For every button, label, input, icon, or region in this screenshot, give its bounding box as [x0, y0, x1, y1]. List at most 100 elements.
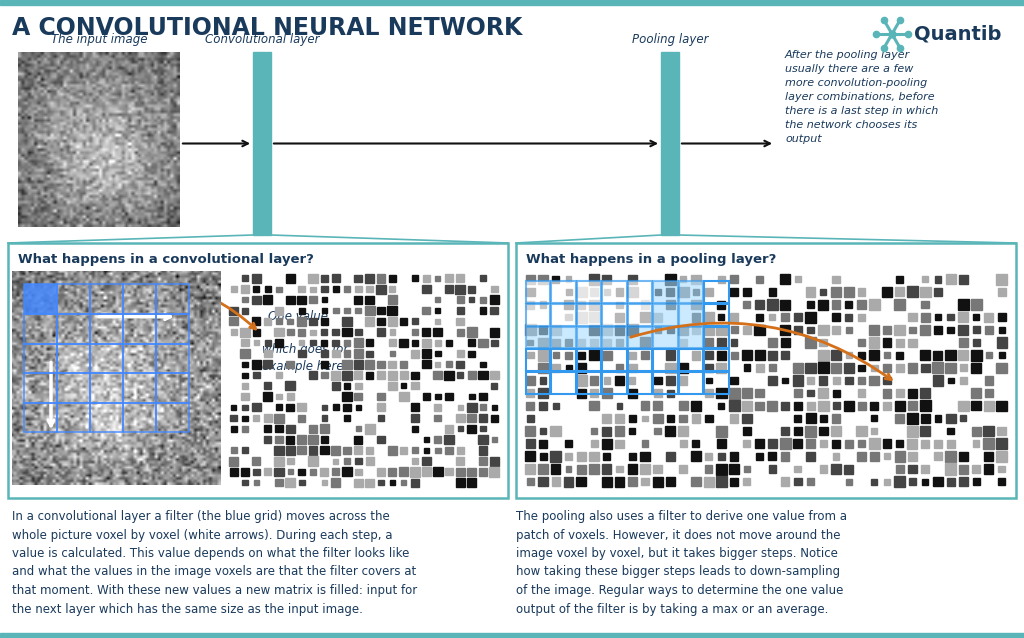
Bar	[678, 362, 688, 373]
Bar	[614, 313, 625, 322]
Bar	[274, 328, 284, 336]
Bar	[984, 452, 993, 461]
Bar	[90, 343, 123, 373]
Bar	[667, 390, 674, 397]
Bar	[563, 477, 573, 487]
Bar	[641, 351, 649, 359]
Bar	[308, 435, 317, 444]
Bar	[717, 338, 726, 347]
Bar	[869, 299, 880, 310]
Bar	[996, 401, 1007, 411]
Bar	[922, 276, 929, 283]
Bar	[388, 468, 396, 476]
Bar	[691, 274, 700, 284]
Bar	[985, 326, 993, 334]
Bar	[730, 414, 738, 422]
Bar	[780, 325, 790, 335]
Bar	[908, 452, 916, 461]
Bar	[274, 339, 284, 347]
Bar	[253, 469, 260, 475]
Bar	[831, 350, 841, 360]
Bar	[378, 415, 384, 421]
Bar	[526, 440, 535, 448]
Bar	[321, 318, 328, 325]
Bar	[457, 360, 464, 368]
Bar	[286, 296, 295, 304]
Bar	[274, 457, 284, 466]
Bar	[242, 383, 248, 389]
Bar	[526, 275, 535, 284]
Bar	[389, 286, 395, 292]
Bar	[779, 438, 791, 449]
Bar	[539, 274, 548, 284]
Bar	[333, 286, 339, 292]
Bar	[422, 329, 430, 336]
Bar	[883, 389, 892, 397]
Bar	[922, 465, 929, 473]
Bar	[412, 383, 419, 389]
Bar	[984, 376, 993, 385]
Bar	[354, 360, 362, 369]
Bar	[629, 378, 635, 383]
Bar	[818, 388, 828, 398]
Bar	[24, 314, 57, 343]
Bar	[857, 300, 866, 309]
Bar	[332, 468, 339, 475]
Bar	[806, 287, 815, 297]
Bar	[729, 464, 739, 474]
Bar	[945, 362, 956, 373]
Text: A CONVOLUTIONAL NEURAL NETWORK: A CONVOLUTIONAL NEURAL NETWORK	[12, 16, 522, 40]
Bar	[565, 466, 571, 472]
Bar	[614, 325, 625, 335]
Bar	[653, 304, 678, 325]
Bar	[445, 468, 453, 475]
Bar	[589, 325, 599, 335]
Bar	[998, 352, 1005, 358]
Bar	[743, 440, 751, 447]
Bar	[946, 440, 954, 448]
Bar	[691, 477, 700, 486]
Bar	[123, 403, 156, 433]
Bar	[666, 426, 676, 436]
Bar	[540, 377, 546, 383]
Bar	[411, 414, 420, 422]
Bar	[768, 439, 777, 449]
Bar	[831, 287, 841, 297]
Bar	[275, 479, 283, 486]
Bar	[591, 428, 597, 434]
Bar	[0, 633, 1024, 638]
Bar	[998, 466, 1005, 472]
Bar	[705, 465, 713, 473]
Bar	[540, 453, 547, 460]
Bar	[540, 326, 547, 334]
Bar	[123, 314, 156, 343]
Bar	[628, 464, 637, 474]
Bar	[807, 377, 814, 384]
Bar	[389, 351, 395, 356]
Bar	[958, 464, 968, 473]
Bar	[241, 327, 250, 337]
Bar	[457, 329, 464, 336]
Text: Quantib: Quantib	[914, 24, 1001, 43]
Bar	[355, 458, 361, 464]
Bar	[756, 389, 764, 397]
Bar	[615, 364, 624, 372]
Bar	[921, 325, 930, 335]
Bar	[331, 478, 340, 487]
Bar	[703, 477, 714, 487]
Bar	[286, 446, 295, 455]
Bar	[577, 464, 586, 473]
Bar	[833, 403, 840, 409]
Bar	[678, 286, 689, 297]
Bar	[525, 376, 535, 385]
Bar	[692, 440, 699, 447]
Bar	[156, 285, 189, 314]
Bar	[908, 313, 916, 322]
Bar	[678, 426, 688, 436]
Bar	[958, 275, 968, 284]
Bar	[882, 286, 892, 297]
Bar	[869, 452, 879, 461]
Bar	[907, 426, 918, 436]
Bar	[781, 452, 790, 461]
Bar	[308, 425, 317, 433]
